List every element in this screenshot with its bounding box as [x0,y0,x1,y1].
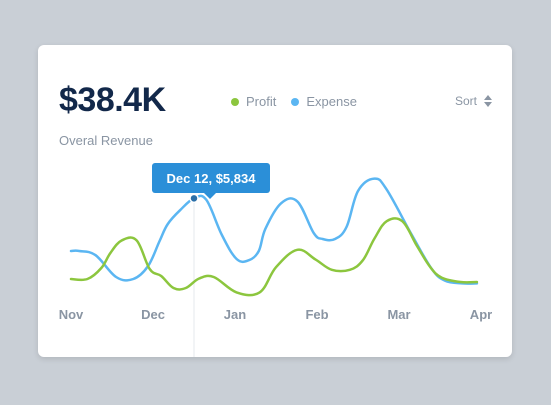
legend-dot-expense [291,97,300,106]
tooltip-point[interactable] [189,193,199,204]
chart-legend: Profit Expense [231,94,372,109]
series-line-expense [69,177,479,285]
x-tick-mar: Mar [387,307,411,322]
legend-label-profit: Profit [246,94,277,109]
sort-label: Sort [454,94,477,108]
legend-label-expense: Expense [306,94,357,109]
legend-dot-profit [231,97,239,106]
sort-icon [484,95,492,107]
revenue-line-chart[interactable] [38,45,512,357]
x-tick-nov: Nov [58,307,84,322]
revenue-card: $38.4K Overal Revenue Profit Expense Sor… [38,45,512,357]
legend-item-expense: Expense [291,94,357,109]
sort-button[interactable]: Sort [455,94,492,108]
legend-item-profit: Profit [231,94,276,109]
revenue-total: $38.4K [59,81,166,119]
x-tick-apr: Apr [469,307,493,322]
series-line-profit [69,217,479,297]
x-tick-dec: Dec [141,307,165,322]
x-tick-feb: Feb [305,307,329,322]
revenue-subtitle: Overal Revenue [59,133,153,148]
chart-tooltip: Dec 12, $5,834 [152,163,270,199]
x-tick-jan: Jan [223,307,247,322]
